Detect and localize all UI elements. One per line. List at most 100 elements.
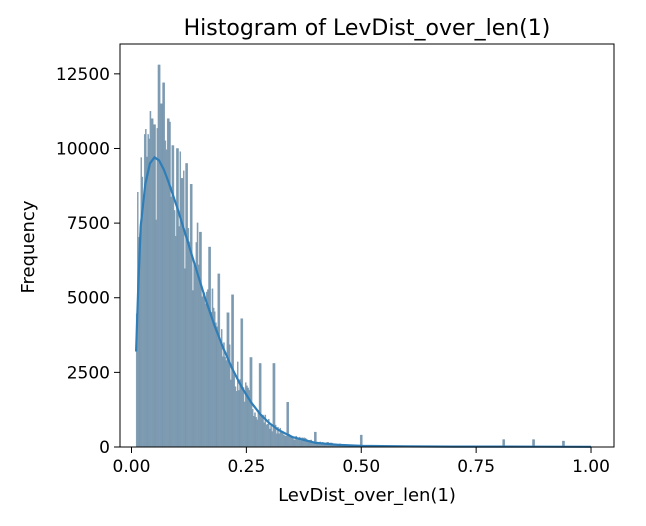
histogram-bar	[199, 231, 201, 448]
histogram-bar	[258, 363, 261, 448]
histogram-bar	[155, 219, 157, 448]
histogram-bar	[173, 210, 176, 448]
histogram-bar	[241, 318, 244, 448]
histogram-bar	[215, 322, 217, 448]
x-axis-label: LevDist_over_len(1)	[278, 485, 456, 506]
histogram-bar	[280, 431, 283, 448]
histogram-bar	[157, 64, 160, 448]
histogram-bar	[193, 262, 195, 448]
histogram-bar	[192, 290, 194, 448]
histogram-bar	[197, 264, 200, 448]
y-axis-label: Frequency	[18, 200, 39, 293]
histogram-bar	[200, 231, 202, 448]
histogram-bar	[154, 124, 156, 448]
histogram-bar	[251, 409, 254, 448]
histogram-bar	[152, 118, 154, 448]
histogram-bar	[225, 360, 227, 448]
histogram-bar	[148, 138, 151, 448]
chart-title: Histogram of LevDist_over_len(1)	[184, 16, 551, 41]
histogram-bar	[281, 431, 284, 448]
histogram-bar	[196, 222, 199, 448]
histogram-bar	[284, 435, 286, 448]
histogram-bar	[255, 417, 257, 448]
x-tick-label: 0.00	[113, 457, 151, 477]
histogram-bar	[276, 433, 278, 448]
histogram-bar	[165, 149, 168, 448]
histogram-bar	[169, 121, 171, 448]
histogram-bar	[237, 361, 239, 448]
histogram-bar	[233, 374, 236, 448]
histogram-bar	[186, 163, 188, 448]
kde-curve	[135, 155, 592, 448]
histogram-bar	[191, 184, 193, 448]
histogram-bar	[230, 379, 232, 448]
histogram-bar	[187, 228, 190, 448]
histogram-bar	[211, 288, 214, 448]
histogram-bar	[185, 163, 187, 448]
histogram-bar	[260, 363, 262, 448]
histogram-bar	[234, 386, 237, 448]
histogram-bar	[254, 412, 256, 448]
histogram-bar	[271, 431, 273, 448]
histogram-bar	[219, 342, 222, 448]
histogram-bar	[270, 425, 272, 448]
histogram-bar	[203, 292, 206, 448]
histogram-bar	[184, 268, 186, 448]
histogram-bar	[147, 134, 149, 448]
histogram-bar	[266, 423, 269, 448]
histogram-bar	[170, 196, 172, 448]
histogram-bar	[166, 118, 169, 448]
histogram-bar	[240, 318, 242, 448]
histogram-bar	[146, 156, 148, 448]
histogram-bar	[216, 326, 218, 448]
y-tick-label: 10000	[56, 139, 110, 159]
x-tick-label: 0.25	[227, 457, 265, 477]
histogram-bar	[227, 312, 230, 448]
histogram-bar	[243, 401, 246, 448]
histogram-bar	[189, 184, 192, 448]
histogram-bar	[162, 82, 164, 448]
y-tick-label: 2500	[67, 363, 110, 383]
histogram-bar	[181, 178, 184, 448]
histogram-bar	[282, 434, 285, 448]
histogram-bar	[222, 356, 224, 448]
histogram-bar	[287, 402, 290, 448]
histogram-bar	[158, 64, 161, 448]
y-tick-label: 12500	[56, 65, 110, 85]
histogram-bar	[242, 387, 245, 448]
histogram-bar	[294, 439, 296, 448]
histogram-bar	[238, 390, 240, 448]
histogram-bar	[235, 391, 238, 448]
histogram-bar	[178, 226, 180, 448]
histogram-bar	[202, 293, 205, 448]
histogram-bar	[177, 148, 179, 448]
histogram-bar	[218, 273, 221, 448]
histogram-bar	[314, 431, 316, 448]
histogram-bar	[150, 118, 153, 448]
histogram-bar	[160, 103, 162, 448]
y-tick-label: 0	[99, 438, 110, 458]
histogram-bar	[265, 424, 268, 448]
x-tick-label: 0.50	[342, 457, 380, 477]
histogram-bar	[239, 379, 241, 448]
histogram-bar	[179, 151, 182, 448]
histogram-bar	[142, 198, 145, 448]
histogram-bar	[285, 435, 287, 448]
histogram-bar	[206, 291, 208, 448]
histogram-bar	[223, 342, 225, 448]
histogram-bar	[315, 431, 317, 448]
histogram-bar	[201, 296, 203, 448]
histogram-bar	[156, 128, 159, 448]
histogram-bar	[161, 103, 163, 448]
y-tick-label: 7500	[67, 214, 110, 234]
histogram-bar	[183, 170, 185, 448]
histogram-bar	[253, 415, 255, 448]
histogram-bar	[263, 422, 265, 448]
histogram-bar	[257, 410, 260, 448]
histogram-bar	[293, 439, 295, 448]
histogram-bar	[292, 437, 294, 448]
histogram-bar	[163, 82, 165, 448]
histogram-bar	[212, 307, 215, 448]
histogram-bars	[135, 64, 592, 448]
